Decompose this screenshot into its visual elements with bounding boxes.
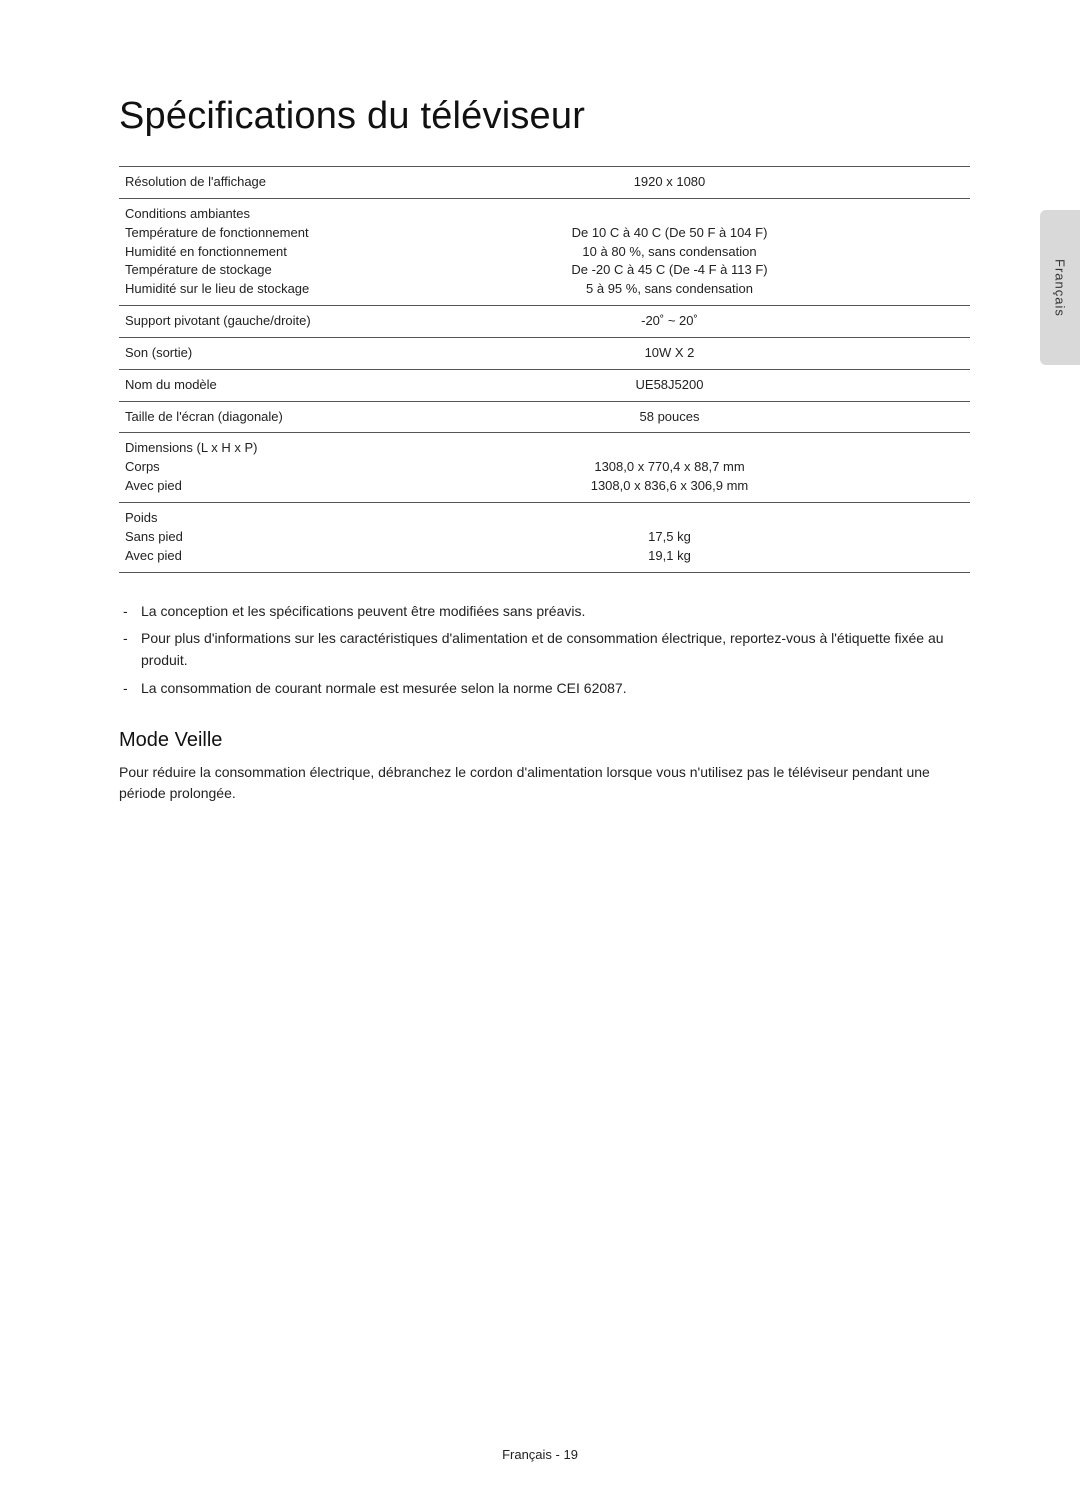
note-item: La conception et les spécifications peuv…	[119, 601, 970, 623]
spec-label-line: Corps	[125, 458, 363, 477]
spec-label-line: Température de fonctionnement	[125, 224, 363, 243]
spec-value-line: 58 pouces	[375, 408, 964, 427]
spec-value-line: 5 à 95 %, sans condensation	[375, 280, 964, 299]
table-row: PoidsSans piedAvec pied 17,5 kg19,1 kg	[119, 502, 970, 572]
spec-label-line: Sans pied	[125, 528, 363, 547]
spec-label-line: Support pivotant (gauche/droite)	[125, 312, 363, 331]
spec-value-line: De -20 C à 45 C (De -4 F à 113 F)	[375, 261, 964, 280]
spec-value-cell: UE58J5200	[369, 369, 970, 401]
note-item: Pour plus d'informations sur les caracté…	[119, 628, 970, 671]
table-row: Dimensions (L x H x P)CorpsAvec pied 130…	[119, 433, 970, 503]
table-row: Support pivotant (gauche/droite) -20˚ ~ 2…	[119, 306, 970, 338]
spec-label-cell: Nom du modèle	[119, 369, 369, 401]
table-row: Conditions ambiantesTempérature de fonct…	[119, 198, 970, 305]
spec-value-cell: 58 pouces	[369, 401, 970, 433]
spec-value-line: -20˚ ~ 20˚	[375, 312, 964, 331]
spec-value-line: 1920 x 1080	[375, 173, 964, 192]
spec-value-cell: 17,5 kg19,1 kg	[369, 502, 970, 572]
spec-value-line: UE58J5200	[375, 376, 964, 395]
spec-value-line: 10 à 80 %, sans condensation	[375, 243, 964, 262]
spec-label-line: Dimensions (L x H x P)	[125, 439, 363, 458]
spec-label-line: Conditions ambiantes	[125, 205, 363, 224]
table-row: Son (sortie) 10W X 2	[119, 337, 970, 369]
spec-value-line: 1308,0 x 770,4 x 88,7 mm	[375, 458, 964, 477]
page-root: Français Spécifications du téléviseur Ré…	[0, 0, 1080, 1494]
spec-label-line: Avec pied	[125, 477, 363, 496]
spec-label-line: Température de stockage	[125, 261, 363, 280]
table-row: Résolution de l'affichage 1920 x 1080	[119, 167, 970, 199]
spec-value-line	[375, 205, 964, 224]
spec-value-cell: 1308,0 x 770,4 x 88,7 mm1308,0 x 836,6 x…	[369, 433, 970, 503]
spec-label-cell: Support pivotant (gauche/droite)	[119, 306, 369, 338]
spec-label-line: Poids	[125, 509, 363, 528]
table-row: Taille de l'écran (diagonale) 58 pouces	[119, 401, 970, 433]
spec-label-line: Résolution de l'affichage	[125, 173, 363, 192]
spec-value-line: 17,5 kg	[375, 528, 964, 547]
spec-label-cell: Conditions ambiantesTempérature de fonct…	[119, 198, 369, 305]
language-side-tab-label: Français	[1053, 259, 1068, 317]
spec-label-cell: PoidsSans piedAvec pied	[119, 502, 369, 572]
spec-value-line: 19,1 kg	[375, 547, 964, 566]
table-row: Nom du modèle UE58J5200	[119, 369, 970, 401]
spec-value-line: 10W X 2	[375, 344, 964, 363]
spec-label-cell: Son (sortie)	[119, 337, 369, 369]
spec-label-line: Taille de l'écran (diagonale)	[125, 408, 363, 427]
spec-value-line	[375, 439, 964, 458]
notes-list: La conception et les spécifications peuv…	[119, 601, 970, 700]
language-side-tab: Français	[1040, 210, 1080, 365]
spec-value-line: 1308,0 x 836,6 x 306,9 mm	[375, 477, 964, 496]
spec-value-cell: 1920 x 1080	[369, 167, 970, 199]
spec-value-cell: De 10 C à 40 C (De 50 F à 104 F)10 à 80 …	[369, 198, 970, 305]
standby-text: Pour réduire la consommation électrique,…	[119, 762, 970, 804]
spec-label-cell: Dimensions (L x H x P)CorpsAvec pied	[119, 433, 369, 503]
note-item: La consommation de courant normale est m…	[119, 678, 970, 700]
page-footer: Français - 19	[0, 1447, 1080, 1462]
spec-label-line: Son (sortie)	[125, 344, 363, 363]
spec-table: Résolution de l'affichage 1920 x 1080 Cond…	[119, 166, 970, 573]
spec-label-line: Humidité en fonctionnement	[125, 243, 363, 262]
standby-heading: Mode Veille	[119, 729, 970, 752]
page-title: Spécifications du téléviseur	[119, 95, 970, 138]
spec-value-cell: 10W X 2	[369, 337, 970, 369]
spec-label-line: Nom du modèle	[125, 376, 363, 395]
spec-value-cell: -20˚ ~ 20˚	[369, 306, 970, 338]
spec-value-line: De 10 C à 40 C (De 50 F à 104 F)	[375, 224, 964, 243]
spec-value-line	[375, 509, 964, 528]
spec-table-body: Résolution de l'affichage 1920 x 1080 Cond…	[119, 167, 970, 573]
spec-label-cell: Taille de l'écran (diagonale)	[119, 401, 369, 433]
spec-label-line: Humidité sur le lieu de stockage	[125, 280, 363, 299]
spec-label-line: Avec pied	[125, 547, 363, 566]
spec-label-cell: Résolution de l'affichage	[119, 167, 369, 199]
